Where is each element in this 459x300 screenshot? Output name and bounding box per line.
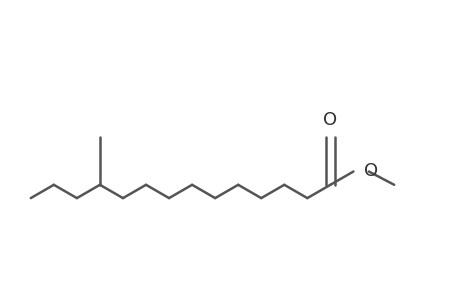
Text: O: O xyxy=(323,110,337,128)
Text: O: O xyxy=(363,163,377,181)
